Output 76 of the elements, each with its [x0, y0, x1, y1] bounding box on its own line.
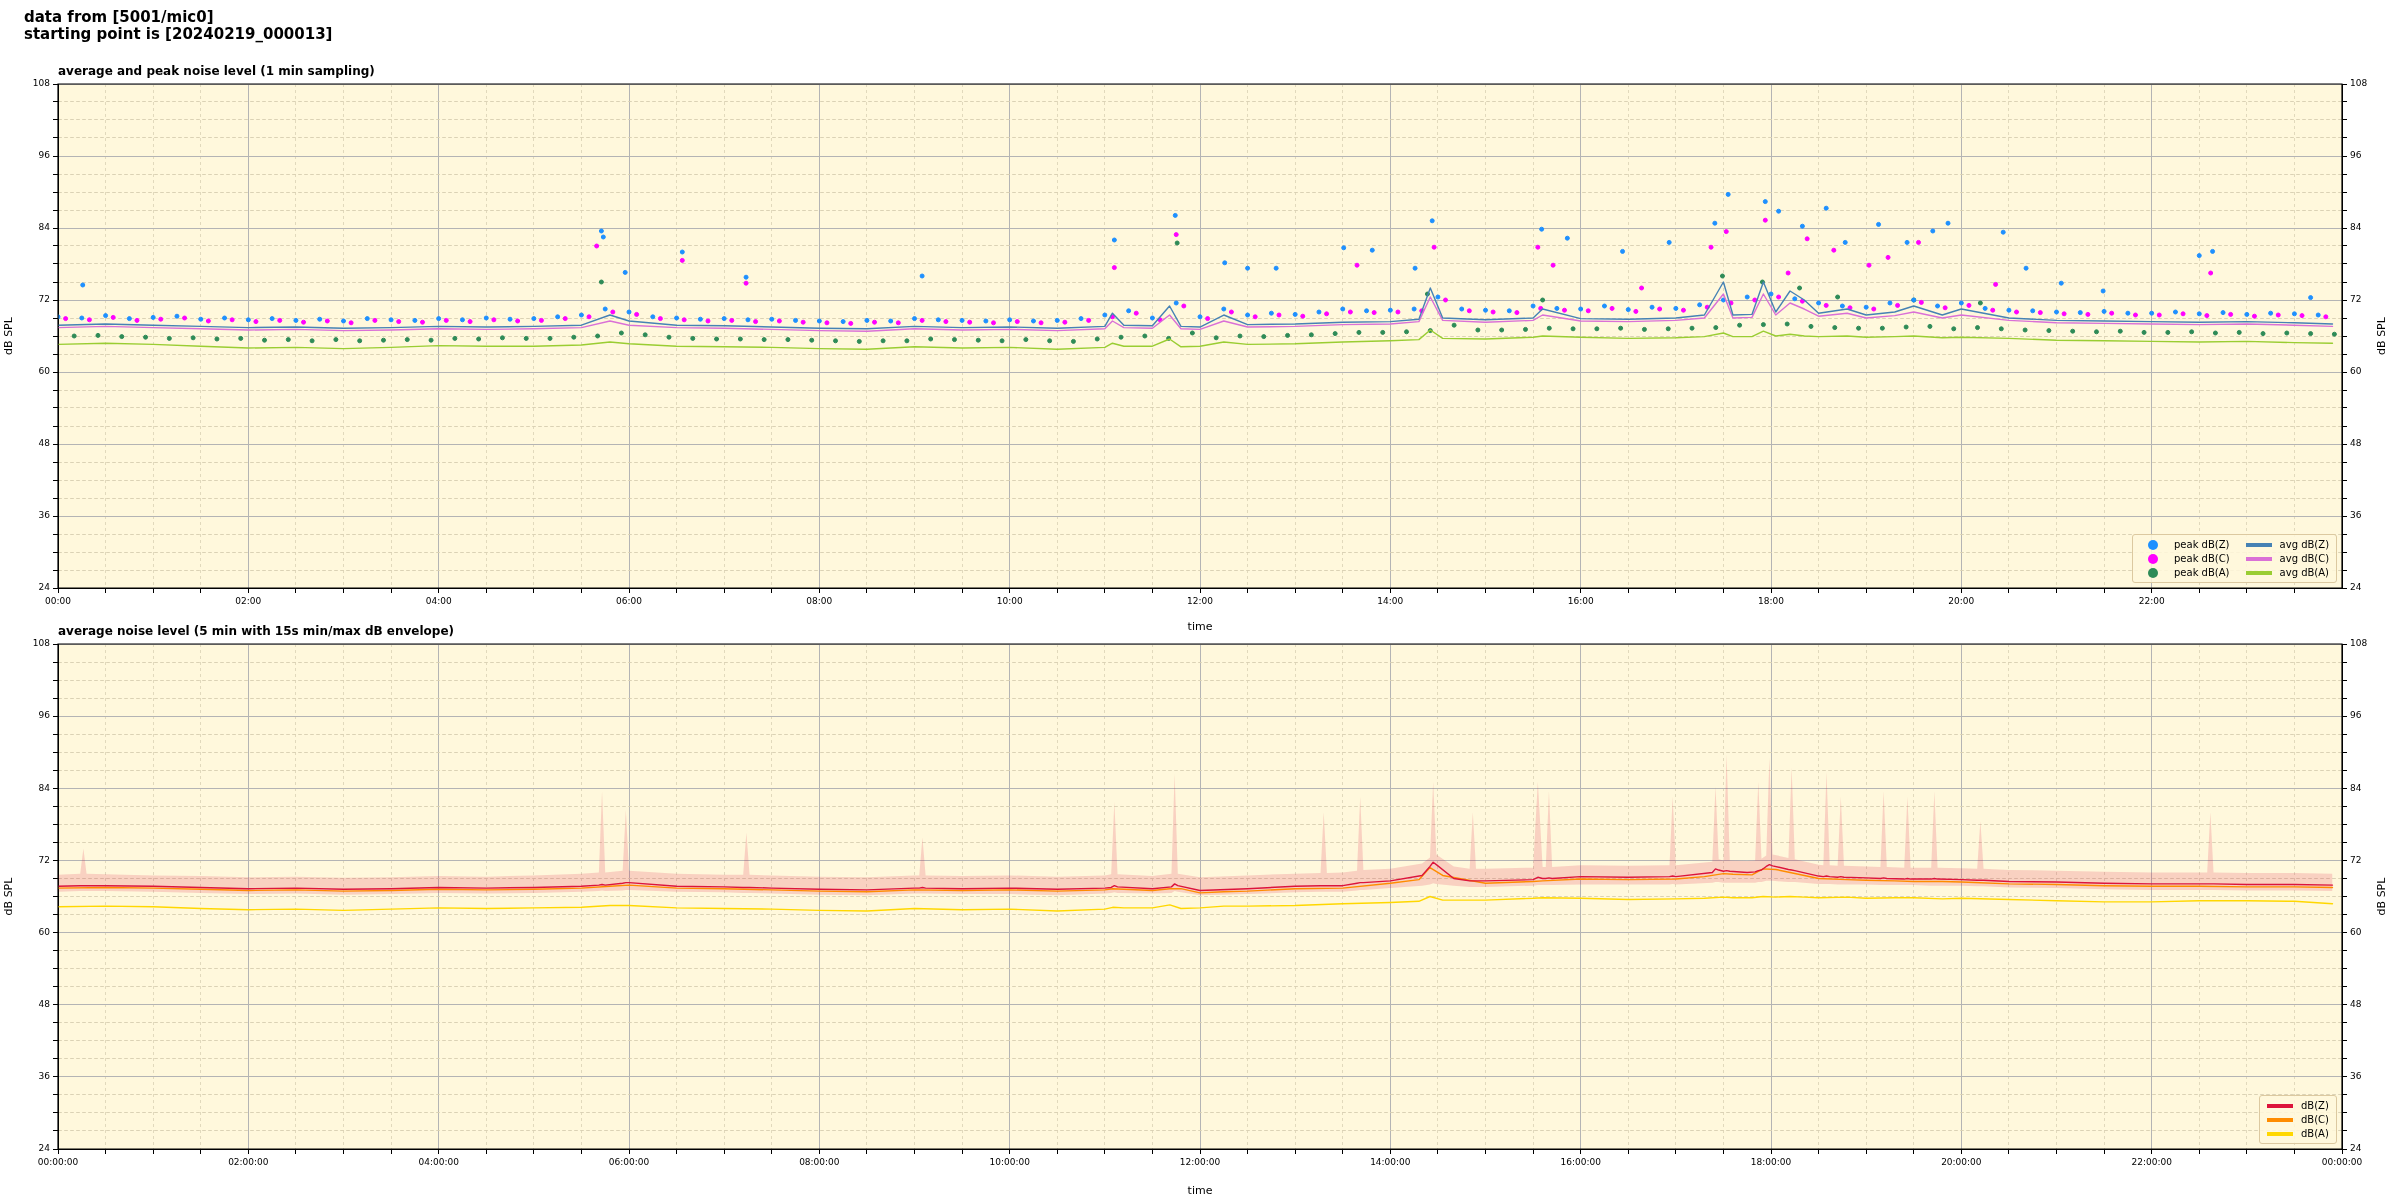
x-tick-label: 08:00:00 [799, 1156, 840, 1167]
y-tick-label: 72 [38, 294, 50, 305]
x-axis-title: time [1187, 1184, 1213, 1198]
x-tick-label: 16:00:00 [1560, 1156, 1602, 1167]
legend-label: avg dB(C) [2279, 553, 2330, 564]
y-axis-title: dB SPL [2, 876, 16, 916]
y2-tick-label: 72 [2350, 294, 2362, 305]
y2-tick-label: 72 [2350, 854, 2362, 865]
x-tick-label: 06:00 [616, 595, 643, 606]
x-tick-label: 08:00 [806, 595, 833, 606]
legend-label: dB(Z) [2301, 1100, 2329, 1111]
x-tick-label: 22:00:00 [2131, 1156, 2173, 1167]
x-tick-label: 04:00 [425, 595, 452, 606]
y2-tick-label: 24 [2350, 1143, 2362, 1154]
legend-label: peak dB(A) [2174, 567, 2230, 578]
legend-label: avg dB(A) [2279, 567, 2330, 578]
chart-title: average noise level (5 min with 15s min/max dB envelope) [58, 624, 455, 639]
x-tick-label: 00:00:00 [2321, 1156, 2363, 1167]
x-tick-label: 12:00:00 [1179, 1156, 1221, 1167]
text: data from [5001/mic0] [24, 8, 215, 26]
x-tick-label: 18:00 [1758, 595, 1785, 606]
x-tick-label: 12:00 [1187, 595, 1214, 606]
y2-tick-label: 84 [2350, 222, 2362, 233]
y-axis-title: dB SPL [2, 316, 16, 355]
x-tick-label: 14:00 [1377, 595, 1404, 606]
x-tick-label: 22:00 [2138, 595, 2165, 606]
y2-tick-label: 60 [2350, 926, 2362, 937]
legend-label: avg dB(Z) [2279, 539, 2330, 550]
y-tick-label: 48 [38, 438, 51, 449]
legend-label: dB(A) [2301, 1128, 2329, 1139]
y2-tick-label: 48 [2350, 999, 2362, 1010]
y-tick-label: 84 [38, 782, 51, 793]
y2-tick-label: 36 [2350, 1071, 2362, 1082]
y2-tick-label: 108 [2350, 78, 2368, 89]
x-tick-label: 02:00:00 [228, 1156, 269, 1167]
x-tick-label: 14:00:00 [1370, 1156, 1411, 1167]
x-tick-label: 10:00 [996, 595, 1023, 606]
y-tick-label: 60 [38, 926, 51, 937]
x-tick-label: 20:00:00 [1941, 1156, 1982, 1167]
legend-label: peak dB(C) [2174, 553, 2230, 564]
x-tick-label: 18:00:00 [1750, 1156, 1792, 1167]
x-tick-label: 20:00 [1948, 595, 1975, 606]
chart-title: average and peak noise level (1 min sampling) [58, 64, 375, 79]
y-tick-label: 96 [38, 150, 51, 161]
x-tick-label: 16:00 [1567, 595, 1594, 606]
legend-label: dB(C) [2301, 1114, 2329, 1125]
y2-tick-label: 96 [2350, 710, 2362, 721]
x-tick-label: 10:00:00 [989, 1156, 1031, 1167]
y2-tick-label: 60 [2350, 366, 2362, 377]
y2-axis-title: dB SPL [2374, 316, 2388, 355]
y-tick-label: 108 [32, 78, 51, 89]
y2-tick-label: 24 [2350, 582, 2362, 593]
y-tick-label: 96 [38, 710, 51, 721]
x-tick-label: 02:00 [235, 595, 262, 606]
text: starting point is [20240219_000013] [24, 25, 333, 43]
y2-tick-label: 48 [2350, 438, 2362, 449]
y2-tick-label: 84 [2350, 782, 2362, 793]
y-tick-label: 36 [38, 510, 51, 521]
y-tick-label: 48 [38, 999, 51, 1010]
y2-axis-title: dB SPL [2374, 876, 2388, 916]
x-tick-label: 06:00:00 [608, 1156, 650, 1167]
x-tick-label: 00:00:00 [37, 1156, 79, 1167]
x-tick-label: 00:00 [45, 595, 72, 606]
y-tick-label: 60 [38, 366, 51, 377]
y2-tick-label: 36 [2350, 510, 2362, 521]
y-tick-label: 108 [32, 638, 51, 649]
y-tick-label: 84 [38, 222, 51, 233]
y-tick-label: 24 [38, 582, 51, 593]
x-axis-title: time [1187, 620, 1213, 634]
y-tick-label: 24 [38, 1143, 51, 1154]
x-tick-label: 04:00:00 [418, 1156, 460, 1167]
legend-label: peak dB(Z) [2174, 539, 2230, 550]
y2-tick-label: 108 [2350, 638, 2368, 649]
y-tick-label: 72 [38, 854, 50, 865]
y-tick-label: 36 [38, 1071, 51, 1082]
y2-tick-label: 96 [2350, 150, 2362, 161]
